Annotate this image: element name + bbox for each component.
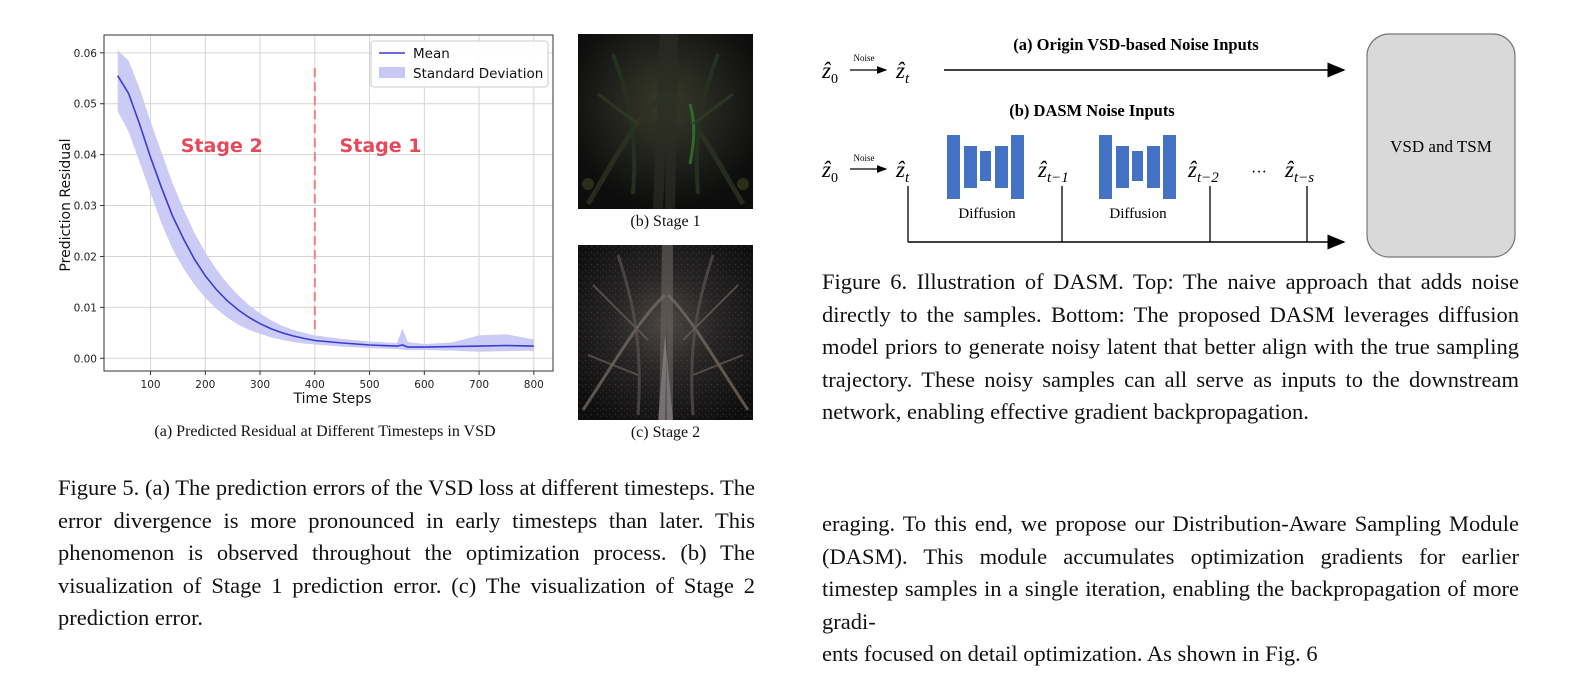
- figure-5-caption: Figure 5. (a) The prediction errors of t…: [58, 475, 755, 630]
- plot-frame: [103, 34, 554, 372]
- x-tick-label: 300: [250, 379, 270, 391]
- noise-label-bottom: Noise: [854, 153, 875, 163]
- z0-bottom: ẑ0: [821, 157, 838, 186]
- stage2-error-image: [578, 245, 753, 420]
- z0-top: ẑ0: [821, 58, 838, 87]
- mean-line-group: [117, 75, 534, 348]
- vsd-tsm-label: VSD and TSM: [1390, 137, 1492, 156]
- stage-annotation: Stage 2: [181, 135, 263, 157]
- legend-mean-label: Mean: [413, 46, 450, 62]
- std-band-area: [117, 50, 534, 352]
- top-title: (a) Origin VSD-based Noise Inputs: [1013, 35, 1259, 54]
- diffusion-block-1: [947, 135, 1024, 199]
- chart-frame: [103, 34, 554, 372]
- panel-c-caption: (c) Stage 2: [630, 424, 701, 441]
- bottom-title: (b) DASM Noise Inputs: [1009, 101, 1175, 120]
- chart-axis-labels: Time Steps Prediction Residual: [58, 138, 371, 407]
- x-tick-label: 700: [469, 379, 489, 391]
- chart-legend: Mean Standard Deviation: [370, 40, 549, 88]
- residual-chart: 100 200 300 400 500 600 700 800 0.00 0.01 0.02 0.03…: [58, 34, 554, 407]
- body-paragraph-tail: ents focused on detail optimization. As …: [822, 641, 1318, 666]
- y-tick-label: 0.02: [74, 251, 97, 263]
- legend-std-swatch: [379, 67, 405, 78]
- legend-box: [370, 40, 549, 88]
- figure-5: 100 200 300 400 500 600 700 800 0.00 0.01 0.02 0.03…: [0, 0, 780, 674]
- vsd-tsm-box: [1366, 33, 1516, 258]
- y-tick-label: 0.04: [74, 150, 98, 162]
- diffusion-block-2: [1099, 135, 1176, 199]
- chart-ticks: 100 200 300 400 500 600 700 800 0.00 0.01 0.02 0.03…: [74, 48, 544, 391]
- figure-6: (a) Origin VSD-based Noise Inputs ẑ0 Noi…: [800, 0, 1594, 674]
- panel-b-caption: (b) Stage 1: [630, 213, 701, 230]
- y-tick-label: 0.00: [74, 353, 97, 365]
- ellipsis: ···: [1251, 164, 1267, 181]
- stage-annotation: Stage 1: [340, 135, 422, 157]
- stage1-error-image: [578, 34, 753, 209]
- x-tick-label: 500: [360, 379, 380, 391]
- zts: ẑt−s: [1284, 157, 1314, 186]
- dasm-diagram: (a) Origin VSD-based Noise Inputs ẑ0 Noi…: [821, 33, 1516, 258]
- zt-bottom: ẑt: [895, 157, 910, 186]
- diffusion-label-2: Diffusion: [1109, 206, 1167, 222]
- x-tick-label: 200: [195, 379, 215, 391]
- panel-a-caption: (a) Predicted Residual at Different Time…: [154, 423, 496, 440]
- y-tick-label: 0.06: [74, 48, 98, 60]
- diffusion-label-1: Diffusion: [958, 206, 1016, 222]
- y-axis-label: Prediction Residual: [58, 138, 74, 271]
- mean-line: [117, 75, 534, 348]
- x-tick-label: 100: [141, 379, 161, 391]
- std-band: [117, 50, 534, 352]
- noise-label-top: Noise: [854, 53, 875, 63]
- x-tick-label: 400: [305, 379, 325, 391]
- zt2: ẑt−2: [1187, 157, 1219, 186]
- x-tick-label: 800: [524, 379, 544, 391]
- collector-lines: [907, 186, 1308, 242]
- y-tick-label: 0.05: [74, 99, 97, 111]
- zt-top: ẑt: [895, 58, 910, 87]
- body-paragraph: eraging. To this end, we propose our Dis…: [822, 508, 1519, 674]
- y-tick-label: 0.01: [74, 302, 97, 314]
- x-tick-label: 600: [414, 379, 434, 391]
- legend-std-label: Standard Deviation: [413, 66, 543, 82]
- figure-6-caption: Figure 6. Illustration of DASM. Top: The…: [822, 269, 1519, 424]
- y-tick-label: 0.03: [74, 201, 97, 213]
- body-paragraph-text: eraging. To this end, we propose our Dis…: [822, 511, 1519, 634]
- chart-annotations: Stage 2 Stage 1: [181, 135, 422, 157]
- x-axis-label: Time Steps: [293, 391, 372, 407]
- zt1: ẑt−1: [1037, 157, 1069, 186]
